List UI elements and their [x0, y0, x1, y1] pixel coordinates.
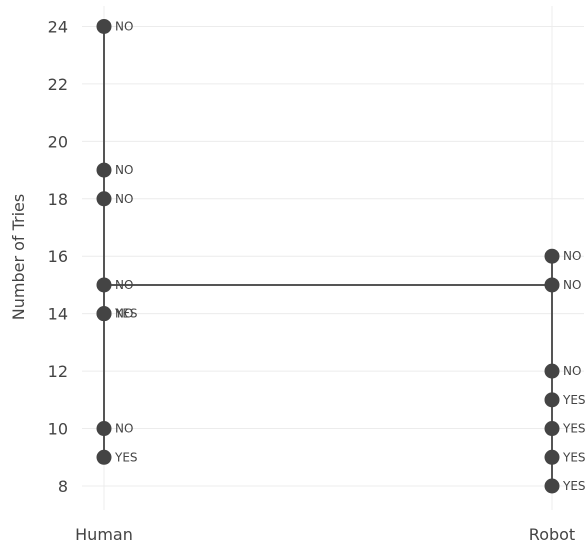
gridlines: [82, 6, 584, 510]
y-tick-label: 20: [48, 132, 68, 151]
data-point-label: NO: [115, 192, 133, 206]
data-point-label: YES: [562, 450, 586, 464]
data-point: [544, 277, 560, 293]
x-category-label: Human: [75, 525, 133, 544]
data-point: [96, 421, 112, 437]
data-point-label: NO: [563, 364, 581, 378]
data-point-label: NO: [115, 163, 133, 177]
data-point-label: YES: [562, 479, 586, 493]
data-point-label: YES: [114, 450, 138, 464]
y-tick-label: 16: [48, 247, 68, 266]
data-point-label: NO: [115, 278, 133, 292]
y-tick-label: 12: [48, 362, 68, 381]
data-point-label: NO: [563, 249, 581, 263]
y-tick-label: 18: [48, 190, 68, 209]
data-point: [96, 191, 112, 207]
data-point: [96, 449, 112, 465]
data-point-label: YES: [562, 422, 586, 436]
data-point: [544, 478, 560, 494]
y-tick-label: 22: [48, 75, 68, 94]
y-tick-label: 8: [58, 477, 68, 496]
x-axis-categories: Human Robot: [75, 525, 575, 544]
data-point-label: YES: [562, 393, 586, 407]
y-tick-label: 24: [48, 17, 68, 36]
data-point: [96, 18, 112, 34]
data-point-label: NO: [115, 422, 133, 436]
data-point-label: NO: [563, 278, 581, 292]
data-point: [544, 363, 560, 379]
data-point: [96, 306, 112, 322]
data-point: [544, 449, 560, 465]
data-points: [96, 18, 560, 494]
data-point: [544, 392, 560, 408]
data-point: [96, 162, 112, 178]
y-axis-ticks: 8 10 12 14 16 18 20 22 24: [48, 17, 68, 496]
y-axis-title: Number of Tries: [9, 194, 28, 321]
data-point-label: YES: [114, 307, 138, 321]
data-point: [544, 248, 560, 264]
data-point: [544, 421, 560, 437]
x-category-label: Robot: [529, 525, 575, 544]
y-tick-label: 10: [48, 420, 68, 439]
data-point-label: NO: [115, 307, 133, 321]
y-tick-label: 14: [48, 305, 68, 324]
data-point: [96, 277, 112, 293]
data-point-label: NO: [115, 19, 133, 33]
